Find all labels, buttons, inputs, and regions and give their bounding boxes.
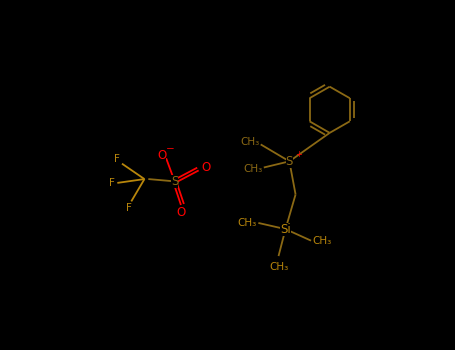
Text: F: F xyxy=(114,154,120,164)
Text: −: − xyxy=(166,144,175,154)
Text: Si: Si xyxy=(280,223,291,236)
Text: F: F xyxy=(109,178,115,188)
Text: O: O xyxy=(157,149,166,162)
Text: F: F xyxy=(126,203,132,213)
Text: +: + xyxy=(295,150,302,159)
Text: O: O xyxy=(201,161,210,174)
Text: CH₃: CH₃ xyxy=(269,262,288,272)
Text: S: S xyxy=(171,175,178,188)
Text: CH₃: CH₃ xyxy=(243,164,262,174)
Text: CH₃: CH₃ xyxy=(238,218,257,228)
Text: O: O xyxy=(176,206,186,219)
Text: CH₃: CH₃ xyxy=(240,137,259,147)
Text: CH₃: CH₃ xyxy=(313,236,332,246)
Text: S: S xyxy=(286,155,293,168)
